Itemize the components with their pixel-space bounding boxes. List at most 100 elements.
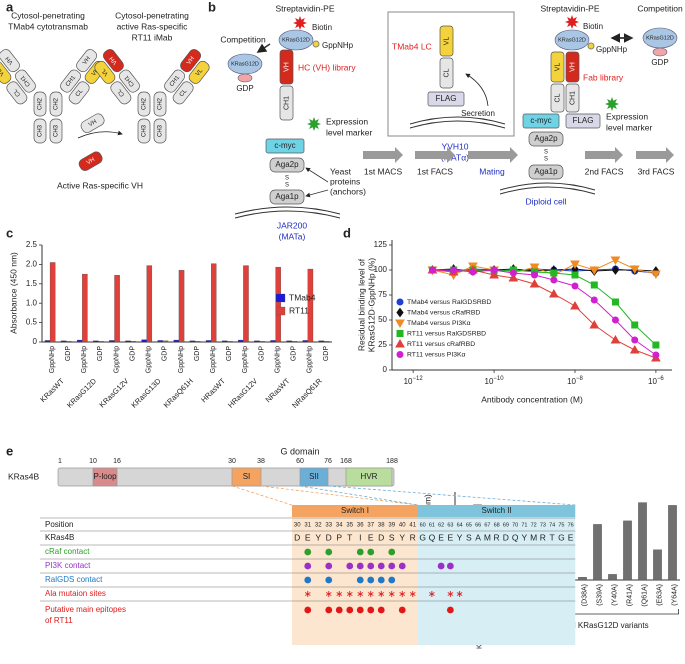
contact-dot: [304, 548, 312, 556]
x-tick-label: GDP: [97, 346, 104, 362]
region: [92, 467, 118, 487]
domain: [0, 60, 12, 84]
contact-dot: [346, 606, 354, 614]
label: VL: [443, 37, 450, 46]
box: [528, 164, 564, 180]
contact-dot: [367, 576, 375, 584]
x-tick-label: GDP: [65, 346, 72, 362]
position-number: 33: [325, 523, 332, 529]
bar: [98, 341, 104, 343]
residue: S: [466, 532, 472, 542]
label: VL: [0, 67, 6, 77]
y-tick-label: 2.5: [26, 240, 38, 249]
position-number: 35: [346, 523, 353, 529]
x-tick-label: GppNHp: [146, 346, 153, 373]
x-tick-label: GppNHp: [307, 346, 314, 373]
marker: [611, 265, 620, 275]
domain: [0, 49, 20, 73]
marker: [590, 281, 598, 289]
position-label: 76: [324, 458, 332, 465]
label: VH: [569, 62, 576, 72]
residue: Y: [315, 532, 321, 542]
legend-label: TMab4: [289, 292, 316, 302]
legend-label: RT11 versus RalGDSRBD: [407, 330, 486, 337]
label: HC (VH) library: [298, 62, 356, 72]
bar: [259, 341, 265, 343]
label: Switch I: [341, 506, 369, 515]
label: level marker: [606, 122, 652, 132]
guide: [231, 485, 293, 506]
domain: [137, 91, 151, 117]
domain: [153, 118, 167, 144]
marker: [610, 334, 621, 344]
y-tick-label: 1.0: [26, 298, 38, 307]
contact-dot: [446, 606, 454, 614]
contact-dot: [377, 576, 385, 584]
domain: [33, 118, 47, 144]
label: Aga2p: [275, 160, 299, 169]
label: Aga1p: [534, 167, 558, 176]
residue: P: [336, 532, 342, 542]
label: KRas4B: [8, 471, 40, 481]
box: [565, 113, 601, 129]
label: CL: [116, 87, 126, 97]
step-arrow: [468, 147, 518, 163]
bar: [270, 340, 276, 343]
contact-dot: [356, 606, 364, 614]
asterisk: [429, 591, 435, 597]
box: [427, 91, 465, 107]
bar: [173, 339, 180, 343]
label: S: [544, 157, 548, 163]
marker: [531, 271, 539, 279]
x-tick-label: GppNHp: [242, 346, 249, 373]
label: CL: [554, 93, 561, 102]
position-number: 75: [558, 522, 564, 528]
x-tick-label: GppNHp: [113, 346, 120, 373]
residue: E: [448, 532, 454, 542]
label: GppNHp: [322, 41, 354, 50]
residue: A: [475, 532, 481, 542]
membrane: [499, 186, 596, 195]
label: VH: [283, 62, 290, 72]
title: Cytosol-penetrating: [115, 10, 189, 20]
marker: [652, 341, 660, 349]
marker: [589, 266, 600, 276]
y-tick-label: 2.0: [26, 260, 38, 269]
step-arrow: [415, 147, 455, 163]
group-label: NRasWT: [264, 376, 292, 404]
asterisk: [378, 591, 385, 597]
title: RT11 iMab: [132, 32, 173, 42]
shade: [418, 517, 576, 645]
legend-label: TMab4 versus PI3Kα: [407, 320, 471, 327]
marker: [548, 288, 559, 298]
y-axis-label: KRasG12D·GppNHp (%): [366, 258, 376, 353]
domain: [49, 91, 63, 117]
header: [418, 505, 576, 517]
bar: [653, 549, 662, 581]
bar: [593, 524, 602, 581]
bar: [243, 265, 249, 343]
domain: [565, 83, 580, 113]
panel-letter: d: [343, 225, 351, 240]
contact-dot: [356, 548, 364, 556]
contact-dot: [377, 606, 385, 614]
x-tick-label: (R41A): [626, 584, 633, 606]
group-label: HRasWT: [199, 376, 227, 404]
bar: [66, 341, 72, 343]
x-tick-label: GppNHp: [274, 346, 281, 373]
position-number: 68: [494, 522, 500, 528]
domain: [279, 85, 294, 121]
contact-dot: [388, 576, 396, 584]
position-number: 70: [512, 522, 518, 528]
position-number: 36: [357, 523, 364, 529]
x-tick-label: (Y64A): [671, 584, 678, 606]
domain: [76, 49, 98, 73]
label: HVR: [361, 472, 378, 481]
asterisk: [367, 591, 374, 597]
marker: [590, 296, 598, 304]
star-icon: [565, 15, 579, 29]
bar: [146, 265, 153, 343]
label: CH2: [38, 97, 44, 110]
